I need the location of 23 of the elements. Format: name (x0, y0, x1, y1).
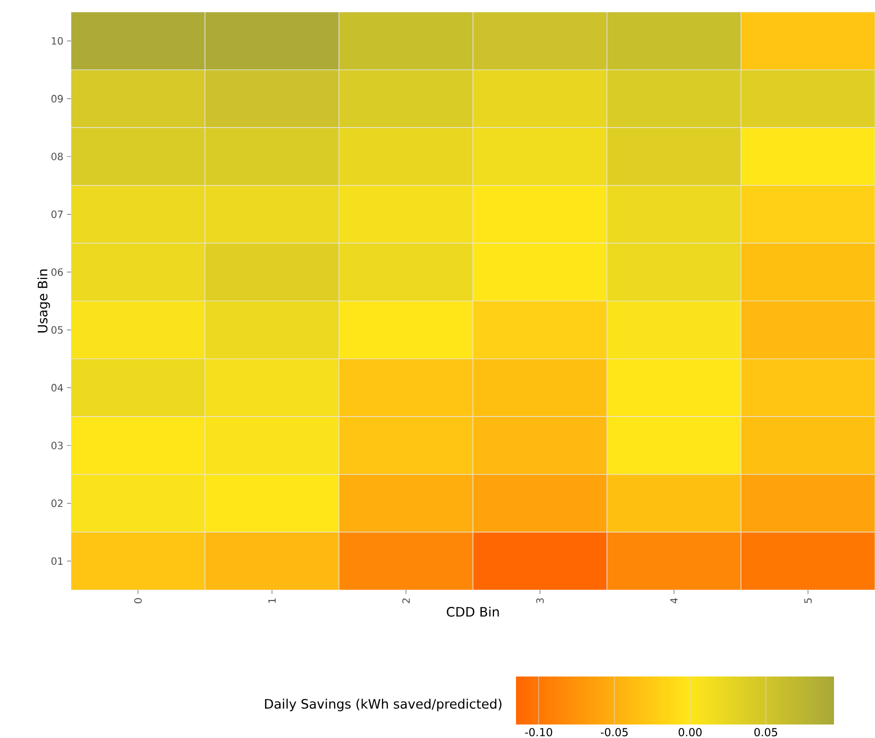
color-bar-label: 0.05 (754, 728, 778, 736)
y-tick-label: 02 (51, 500, 62, 508)
y-tick-label: 09 (51, 94, 63, 102)
y-tick-label: 03 (51, 442, 63, 450)
x-tick-label: 3 (536, 598, 544, 604)
x-tick-label: 4 (670, 598, 678, 604)
x-tick-label: 2 (402, 598, 410, 604)
color-bar-title: Daily Savings (kWh saved/predicted) (265, 698, 502, 712)
y-tick-label: 01 (51, 557, 63, 565)
color-bar-label: -0.10 (525, 728, 552, 736)
x-tick-label: 5 (804, 598, 812, 604)
x-tick-label: 1 (268, 598, 276, 603)
y-tick-label: 07 (51, 210, 63, 218)
y-tick-label: 10 (52, 37, 63, 45)
y-tick-label: 08 (51, 152, 63, 160)
y-tick-label: 04 (51, 384, 63, 392)
x-axis-title: CDD Bin (446, 606, 499, 617)
y-tick-label: 06 (51, 268, 63, 276)
y-axis-title: Usage Bin (37, 270, 50, 332)
color-bar-label: 0.00 (678, 728, 702, 736)
x-tick-label: 0 (134, 598, 142, 604)
y-tick-label: 05 (51, 326, 63, 334)
color-bar-label: -0.05 (600, 728, 628, 736)
